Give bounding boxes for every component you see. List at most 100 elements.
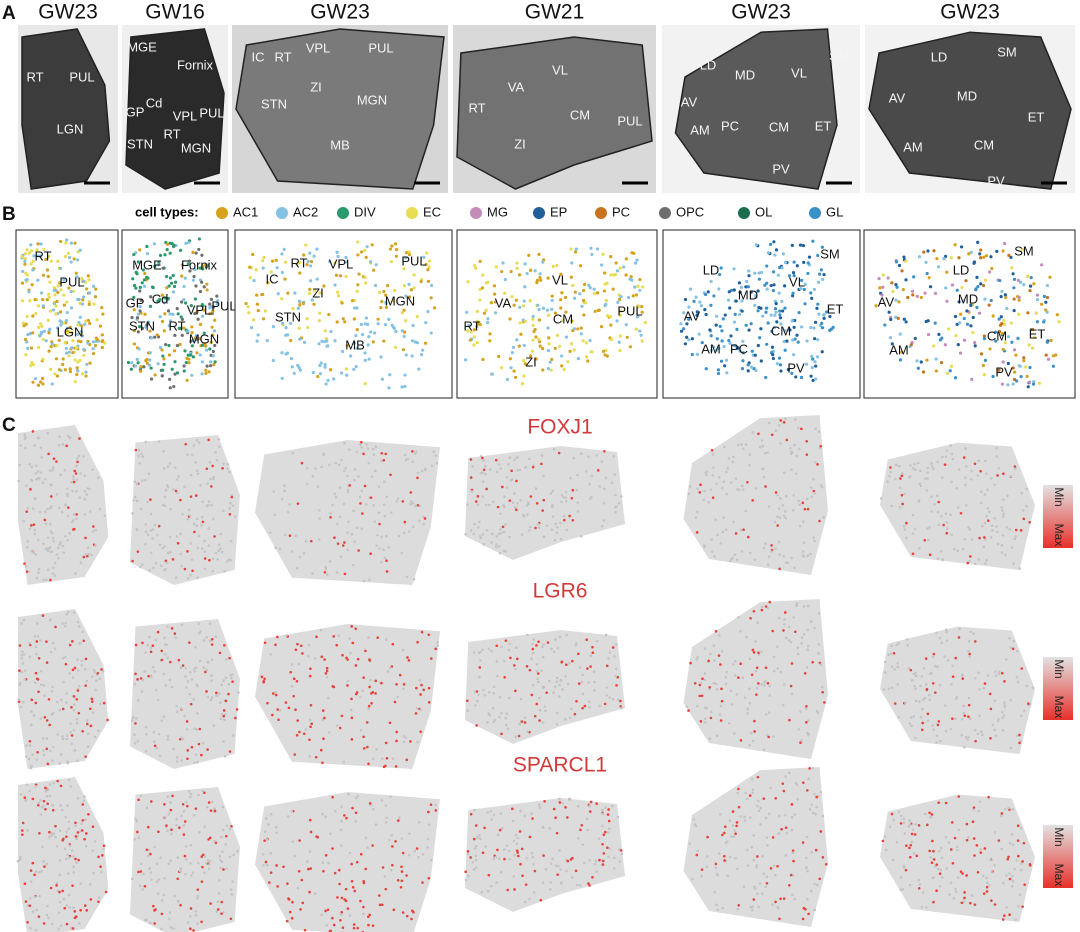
cell-dot <box>817 643 821 646</box>
cell-dot <box>783 348 787 352</box>
cell-dot <box>768 694 772 697</box>
cell-dot <box>805 666 809 669</box>
cell-dot <box>789 873 793 877</box>
cell-dot <box>261 259 265 263</box>
cell-dot <box>217 692 221 695</box>
cell-dot <box>755 892 759 896</box>
cell-dot <box>551 264 555 269</box>
cell-dot <box>335 571 339 574</box>
cell-dot <box>512 303 516 307</box>
cell-dot <box>757 905 760 909</box>
cell-dot <box>805 453 809 456</box>
cell-dot <box>469 529 473 532</box>
cell-dot <box>771 903 774 906</box>
cell-dot <box>207 500 211 503</box>
cell-dot <box>41 273 46 277</box>
cell-dot <box>886 480 889 484</box>
cell-dot <box>384 452 388 456</box>
cell-dot <box>221 466 224 470</box>
cell-dot <box>751 788 755 792</box>
cell-dot <box>391 863 394 867</box>
cell-dot <box>937 801 940 805</box>
cell-dot <box>146 500 149 504</box>
cell-dot <box>323 365 327 369</box>
cell-dot <box>20 281 25 285</box>
cell-dot <box>608 651 612 654</box>
cell-dot <box>799 287 803 291</box>
cell-dot <box>68 532 72 535</box>
cell-dot <box>944 628 948 632</box>
cell-dot <box>721 317 725 321</box>
cell-dot <box>617 297 622 302</box>
cell-dot <box>1010 340 1014 344</box>
cell-dot <box>906 644 910 647</box>
cell-dot <box>580 680 584 684</box>
cell-dot <box>140 479 144 482</box>
cell-dot <box>561 318 565 322</box>
image-title: GW21 <box>525 1 585 24</box>
cell-dot <box>202 285 206 289</box>
cell-dot <box>743 815 746 819</box>
cell-dot <box>341 317 345 321</box>
cell-dot <box>195 469 199 472</box>
cell-dot <box>798 243 803 247</box>
cell-dot <box>132 498 135 502</box>
cell-dot <box>29 869 33 872</box>
cell-dot <box>473 808 476 812</box>
cell-dot <box>24 278 28 282</box>
cell-dot <box>372 807 375 811</box>
cell-dot <box>215 694 219 698</box>
cell-dot <box>85 719 89 722</box>
cell-dot <box>94 528 97 532</box>
cell-dot <box>71 520 74 524</box>
cell-dot <box>890 665 894 668</box>
cell-dot <box>964 736 968 739</box>
cell-dot <box>292 371 296 375</box>
cell-dot <box>359 728 363 732</box>
cell-dot <box>475 309 480 313</box>
cell-dot <box>137 836 141 839</box>
cell-dot <box>217 437 221 441</box>
cell-dot <box>132 308 136 312</box>
cell-dot <box>78 642 81 645</box>
cell-dot <box>731 810 735 813</box>
cell-dot <box>79 329 83 334</box>
cell-dot <box>968 655 971 659</box>
cell-dot <box>586 828 590 832</box>
cell-dot <box>412 578 416 581</box>
cell-dot <box>912 852 916 855</box>
cell-dot <box>896 316 900 320</box>
cell-dot <box>400 870 404 873</box>
cell-dot <box>85 287 89 291</box>
cell-dot <box>1019 714 1023 718</box>
cell-dot <box>978 800 982 803</box>
cell-dot <box>523 285 527 289</box>
cell-dot <box>223 644 226 647</box>
cell-dot <box>232 853 235 857</box>
cell-dot <box>348 914 352 917</box>
cell-dot <box>496 674 499 678</box>
cell-dot <box>740 309 744 313</box>
cell-dot <box>167 323 171 328</box>
cell-dot <box>205 504 209 508</box>
cell-dot <box>150 800 153 803</box>
cell-dot <box>967 715 970 718</box>
cell-dot <box>146 644 150 647</box>
cell-dot <box>772 655 776 659</box>
cell-dot <box>280 376 284 380</box>
cell-dot <box>176 856 180 859</box>
cell-dot <box>1003 808 1007 811</box>
cell-dot <box>521 874 524 878</box>
cell-dot <box>39 798 42 802</box>
cell-dot <box>179 498 182 502</box>
cell-dot <box>700 340 704 345</box>
cell-dot <box>178 826 181 830</box>
cell-dot <box>507 648 511 652</box>
cell-dot <box>195 310 199 314</box>
cell-dot <box>978 536 981 540</box>
cell-dot <box>252 318 256 322</box>
cell-dot <box>98 324 103 328</box>
cell-dot <box>983 493 987 496</box>
cell-dot <box>783 611 787 614</box>
cell-dot <box>175 478 179 481</box>
